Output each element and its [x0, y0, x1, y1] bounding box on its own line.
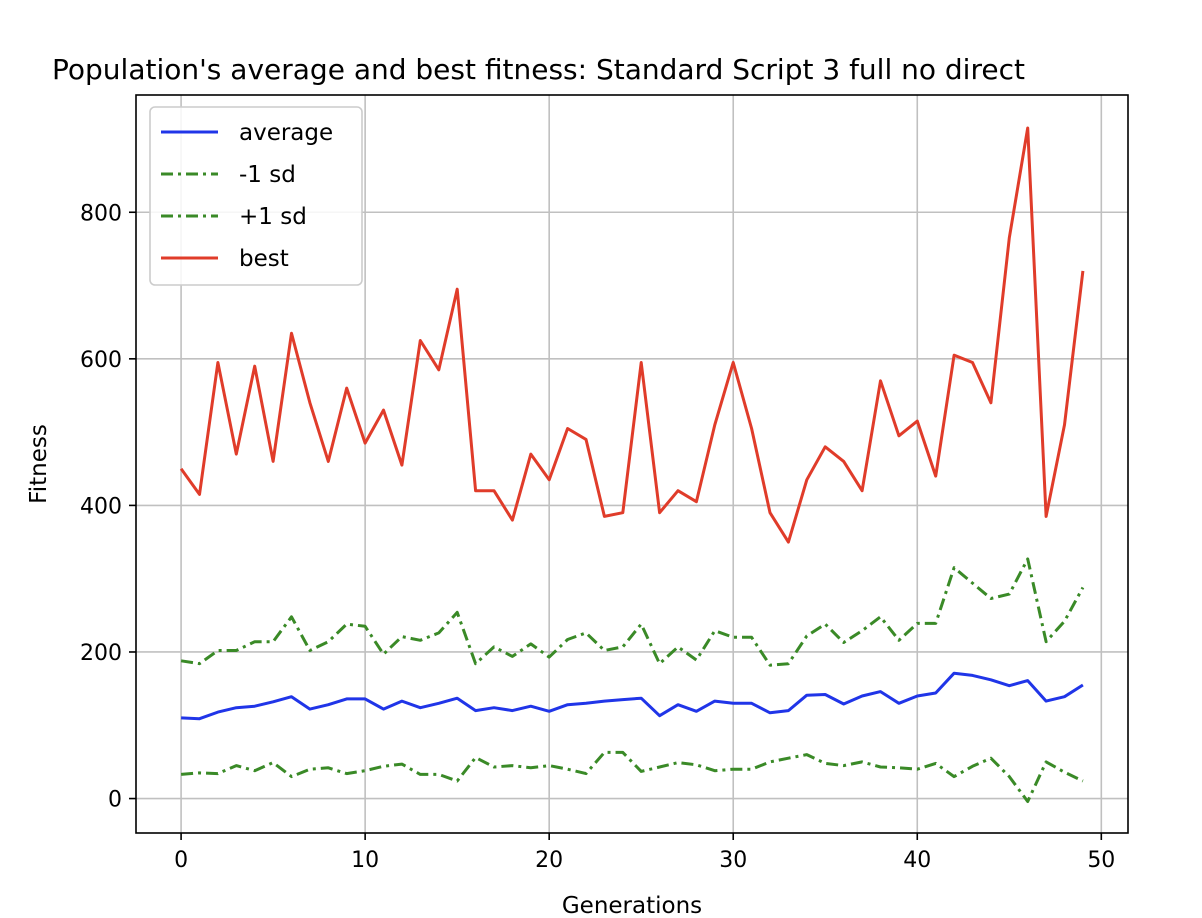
legend-label: average — [239, 120, 333, 146]
x-tick-label: 10 — [351, 848, 379, 873]
y-tick-label: 800 — [80, 201, 122, 226]
plot-series — [179, 126, 1085, 803]
x-tick-label: 20 — [535, 848, 563, 873]
chart-title: Population's average and best fitness: S… — [52, 53, 1025, 86]
legend-label: +1 sd — [239, 204, 307, 230]
x-tick-label: 40 — [903, 848, 931, 873]
x-axis-label: Generations — [562, 893, 702, 918]
legend-label: best — [239, 246, 289, 272]
legend-label: -1 sd — [239, 162, 296, 188]
y-axis-label: Fitness — [26, 424, 52, 504]
x-tick-label: 30 — [719, 848, 747, 873]
y-tick-label: 600 — [80, 348, 122, 373]
series-line-average — [181, 671, 1084, 721]
axis-ticks: 0 10 20 30 40 50 0 200 400 600 800 — [80, 201, 1115, 873]
y-tick-label: 0 — [108, 788, 122, 813]
y-tick-label: 400 — [80, 494, 122, 519]
legend-box — [149, 106, 363, 286]
series-line-1-sd — [180, 557, 1085, 667]
x-tick-label: 0 — [174, 848, 188, 873]
series-line-1-sd — [180, 750, 1084, 803]
plot-frame — [135, 94, 1129, 834]
x-tick-label: 50 — [1087, 848, 1115, 873]
legend: average -1 sd +1 sd best — [149, 106, 363, 286]
series-line-best — [179, 126, 1085, 544]
y-tick-label: 200 — [80, 641, 122, 666]
